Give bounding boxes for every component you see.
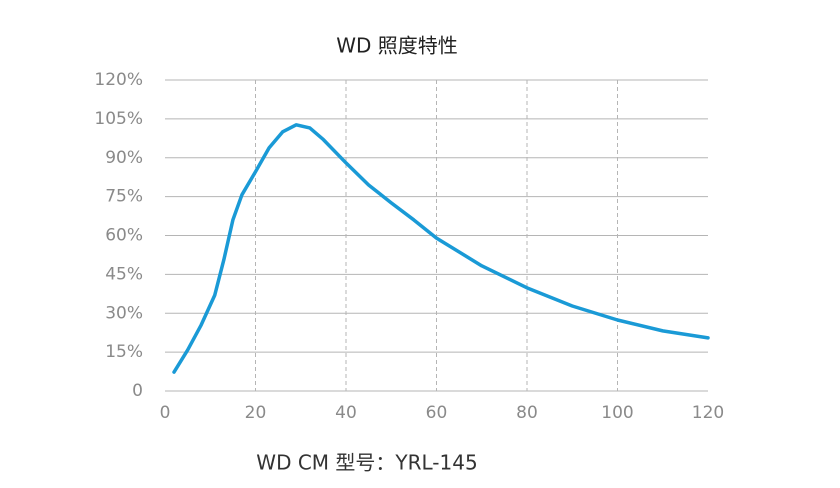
y-tick-label: 30% bbox=[105, 303, 143, 323]
x-tick-label: 120 bbox=[692, 403, 724, 423]
y-tick-label: 60% bbox=[105, 226, 143, 246]
x-tick-label: 80 bbox=[516, 403, 538, 423]
y-tick-label: 120% bbox=[94, 70, 143, 90]
y-tick-label: 15% bbox=[105, 342, 143, 362]
x-tick-label: 40 bbox=[335, 403, 357, 423]
y-tick-label: 105% bbox=[94, 109, 143, 129]
caption: WD CM 型号：YRL-145 bbox=[256, 451, 477, 475]
x-tick-label: 60 bbox=[426, 403, 448, 423]
y-tick-label: 0 bbox=[132, 381, 143, 401]
chart-title: WD 照度特性 bbox=[336, 34, 458, 58]
x-tick-label: 20 bbox=[245, 403, 267, 423]
y-tick-label: 90% bbox=[105, 148, 143, 168]
y-tick-label: 45% bbox=[105, 264, 143, 284]
x-tick-label: 100 bbox=[601, 403, 633, 423]
x-tick-label: 0 bbox=[160, 403, 171, 423]
line-series bbox=[172, 123, 710, 374]
y-tick-label: 75% bbox=[105, 187, 143, 207]
